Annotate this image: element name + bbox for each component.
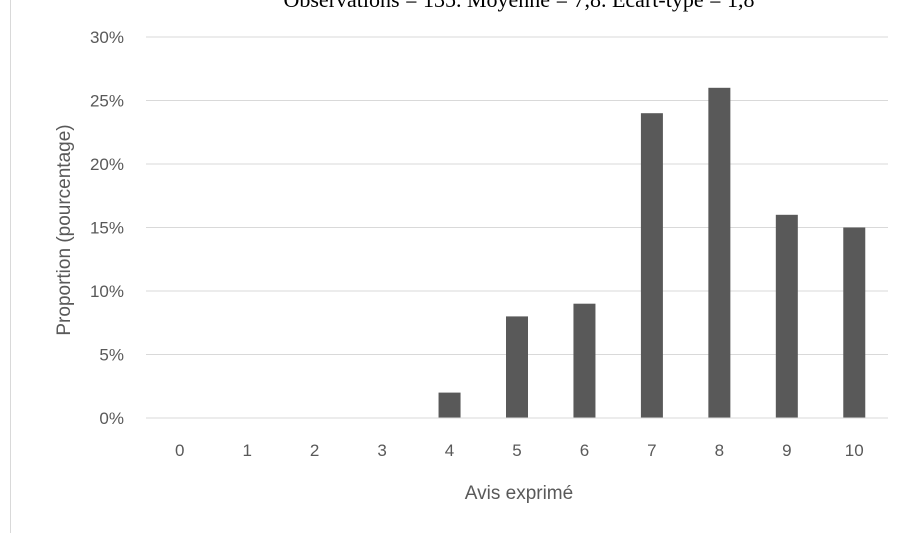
x-tick-label: 8: [715, 441, 724, 460]
x-tick-label: 1: [242, 441, 251, 460]
y-tick-label: 20%: [90, 155, 124, 174]
y-tick-label: 0%: [99, 409, 124, 428]
x-tick-label: 6: [580, 441, 589, 460]
bar-4: [438, 392, 461, 418]
y-tick-label: 10%: [90, 282, 124, 301]
y-axis-title: Proportion (pourcentage): [54, 124, 75, 335]
bar-7: [640, 113, 663, 418]
y-tick-label: 15%: [90, 219, 124, 238]
x-tick-label: 2: [310, 441, 319, 460]
x-tick-label: 7: [647, 441, 656, 460]
y-tick-label: 30%: [90, 28, 124, 47]
bar-8: [708, 87, 731, 419]
bar-9: [775, 214, 798, 418]
y-tick-label: 5%: [99, 346, 124, 365]
x-tick-label: 4: [445, 441, 454, 460]
x-tick-label: 5: [512, 441, 521, 460]
x-tick-label: 9: [782, 441, 791, 460]
bar-5: [506, 316, 528, 418]
bar-10: [843, 227, 866, 418]
y-axis-tick-labels: 0% 5% 10% 15% 20% 25% 30%: [90, 28, 124, 428]
x-tick-label: 10: [845, 441, 864, 460]
chart-title: Observations = 135. Moyenne = 7,8. Ecart…: [283, 0, 754, 12]
bars: [438, 87, 866, 419]
y-tick-label: 25%: [90, 92, 124, 111]
x-axis-tick-labels: 0 1 2 3 4 5 6 7 8 9 10: [175, 441, 864, 460]
gridlines: [146, 36, 888, 355]
x-tick-label: 0: [175, 441, 184, 460]
bar-6: [573, 303, 596, 418]
x-axis-title: Avis exprimé: [465, 483, 573, 504]
x-tick-label: 3: [377, 441, 386, 460]
